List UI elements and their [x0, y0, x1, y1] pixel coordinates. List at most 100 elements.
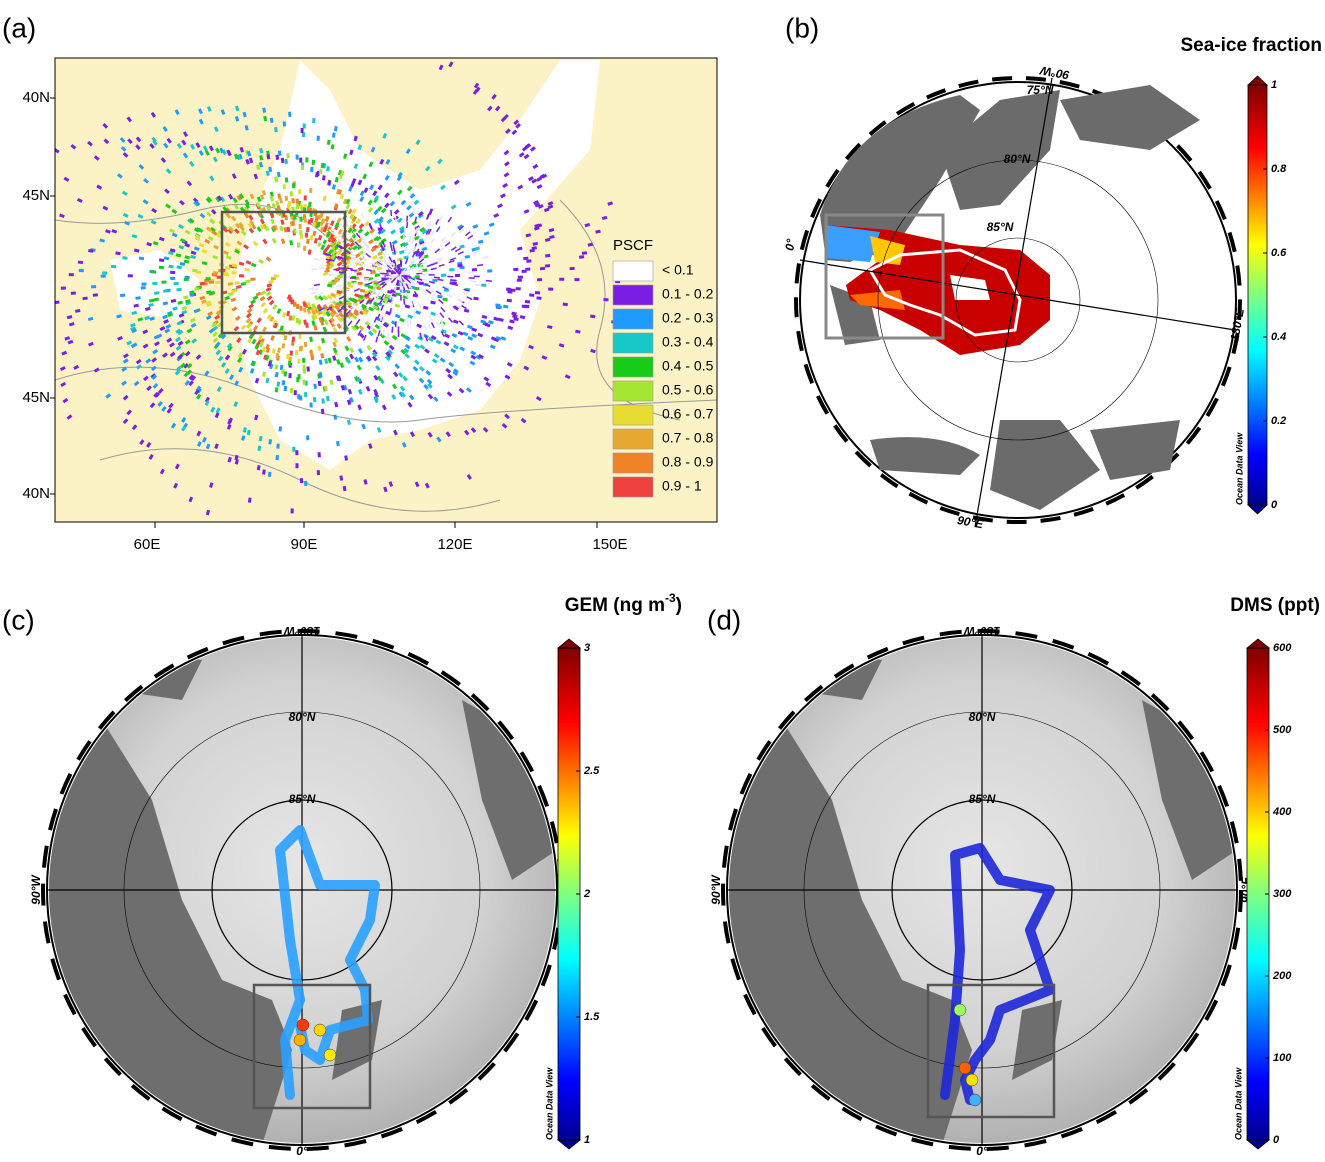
trajectory-dot: [292, 183, 295, 188]
colorbar-tick-label: 0: [1273, 1134, 1280, 1146]
trajectory-dot: [91, 285, 96, 288]
colorbar-tick-label: 0.2: [1271, 415, 1286, 427]
trajectory-dot: [241, 282, 246, 286]
trajectory-dot: [170, 271, 175, 274]
trajectory-dot: [296, 204, 299, 209]
trajectory-dot: [331, 282, 336, 285]
trajectory-dot: [522, 270, 527, 273]
trajectory-dot: [296, 377, 299, 382]
trajectory-dot: [473, 297, 478, 301]
colorbar-cap: [558, 1140, 580, 1149]
trajectory-dot: [296, 199, 299, 204]
trajectory-dot: [71, 291, 76, 294]
trajectory-dot: [383, 273, 389, 274]
trajectory-dot: [294, 390, 297, 395]
trajectory-dot: [419, 42, 424, 48]
trajectory-dot: [298, 189, 301, 194]
trajectory-dot: [516, 287, 521, 290]
trajectory-dot: [518, 276, 523, 279]
trajectory-dot: [79, 269, 84, 272]
trajectory-dot: [285, 177, 289, 182]
trajectory-dot: [307, 206, 310, 211]
trajectory-dot: [486, 281, 492, 282]
trajectory-dot: [293, 228, 296, 233]
colorbar-tick-label: 300: [1273, 888, 1292, 900]
trajectory-dot: [300, 478, 303, 483]
trajectory-dot: [276, 444, 279, 449]
lat-label: 45N: [22, 389, 50, 406]
trajectory-dot: [239, 274, 244, 277]
colorbar-tick-label: 3: [584, 642, 590, 654]
trajectory-dot: [215, 281, 220, 284]
trajectory-dot: [196, 270, 201, 273]
lat-label: 80°N: [969, 710, 996, 724]
trajectory-dot: [288, 112, 291, 117]
trajectory-dot: [407, 216, 408, 222]
lat-label: 40N: [22, 485, 50, 502]
colorbar-tick-label: 2: [583, 888, 590, 900]
trajectory-dot: [299, 306, 302, 311]
trajectory-dot: [43, 231, 49, 235]
colorbar-title: DMS (ppt): [1230, 595, 1320, 616]
trajectory-dot: [286, 153, 289, 158]
trajectory-dot: [304, 342, 307, 347]
trajectory-dot: [311, 269, 317, 270]
legend-label: 0.1 - 0.2: [662, 286, 714, 302]
panel-label: (c): [2, 604, 35, 635]
legend-label: 0.8 - 0.9: [662, 454, 714, 470]
trajectory-dot: [282, 380, 286, 385]
trajectory-dot: [388, 333, 389, 339]
trajectory-dot: [402, 286, 403, 292]
polar-map: 180°W80°N85°N90°W90°E0°: [29, 624, 573, 1157]
trajectory-dot: [303, 320, 307, 325]
trajectory-dot: [78, 261, 83, 264]
trajectory-dot: [82, 297, 87, 301]
legend-title: PSCF: [613, 237, 653, 254]
colorbar-tick-label: 2.5: [583, 765, 600, 777]
trajectory-dot: [450, 280, 456, 281]
colorbar-title: GEM (ng m-3): [565, 591, 682, 616]
trajectory-dot: [206, 277, 211, 280]
trajectory-dot: [161, 281, 166, 284]
trajectory-dot: [288, 361, 291, 366]
trajectory-dot: [304, 195, 307, 200]
trajectory-dot: [292, 447, 295, 452]
trajectory-dot: [295, 463, 298, 468]
legend-label: 0.9 - 1: [662, 478, 702, 494]
legend-swatch: [613, 405, 653, 425]
trajectory-dot: [268, 472, 272, 477]
trajectory-dot: [209, 281, 214, 284]
trajectory-dot: [472, 268, 477, 271]
trajectory-dot: [313, 384, 317, 389]
track-point: [954, 1004, 966, 1016]
lat-label: 40N: [22, 89, 50, 106]
track-point: [969, 1094, 981, 1106]
trajectory-dot: [299, 224, 302, 229]
lon-label: 0°: [296, 1144, 308, 1157]
colorbar-tick-label: 400: [1272, 806, 1292, 818]
trajectory-dot: [301, 165, 304, 170]
legend-label: 0.4 - 0.5: [662, 358, 714, 374]
legend-swatch: [613, 381, 653, 401]
trajectory-dot: [407, 321, 408, 327]
colorbar-note: Ocean Data View: [1234, 432, 1244, 505]
trajectory-dot: [540, 267, 545, 270]
trajectory-dot: [529, 293, 534, 296]
trajectory-dot: [312, 118, 315, 123]
trajectory-dot: [510, 289, 515, 292]
trajectory-dot: [358, 282, 363, 285]
trajectory-dot: [301, 128, 304, 133]
trajectory-dot: [574, 278, 579, 281]
trajectory-dot: [299, 158, 302, 163]
trajectory-dot: [278, 150, 282, 155]
trajectory-dot: [405, 246, 406, 252]
legend-label: 0.6 - 0.7: [662, 406, 714, 422]
trajectory-dot: [537, 278, 542, 281]
trajectory-dot: [286, 354, 290, 359]
colorbar-tick-label: 600: [1273, 642, 1292, 654]
trajectory-dot: [434, 277, 440, 278]
legend-swatch: [613, 261, 653, 281]
colorbar-tick-label: 1.5: [584, 1011, 600, 1023]
